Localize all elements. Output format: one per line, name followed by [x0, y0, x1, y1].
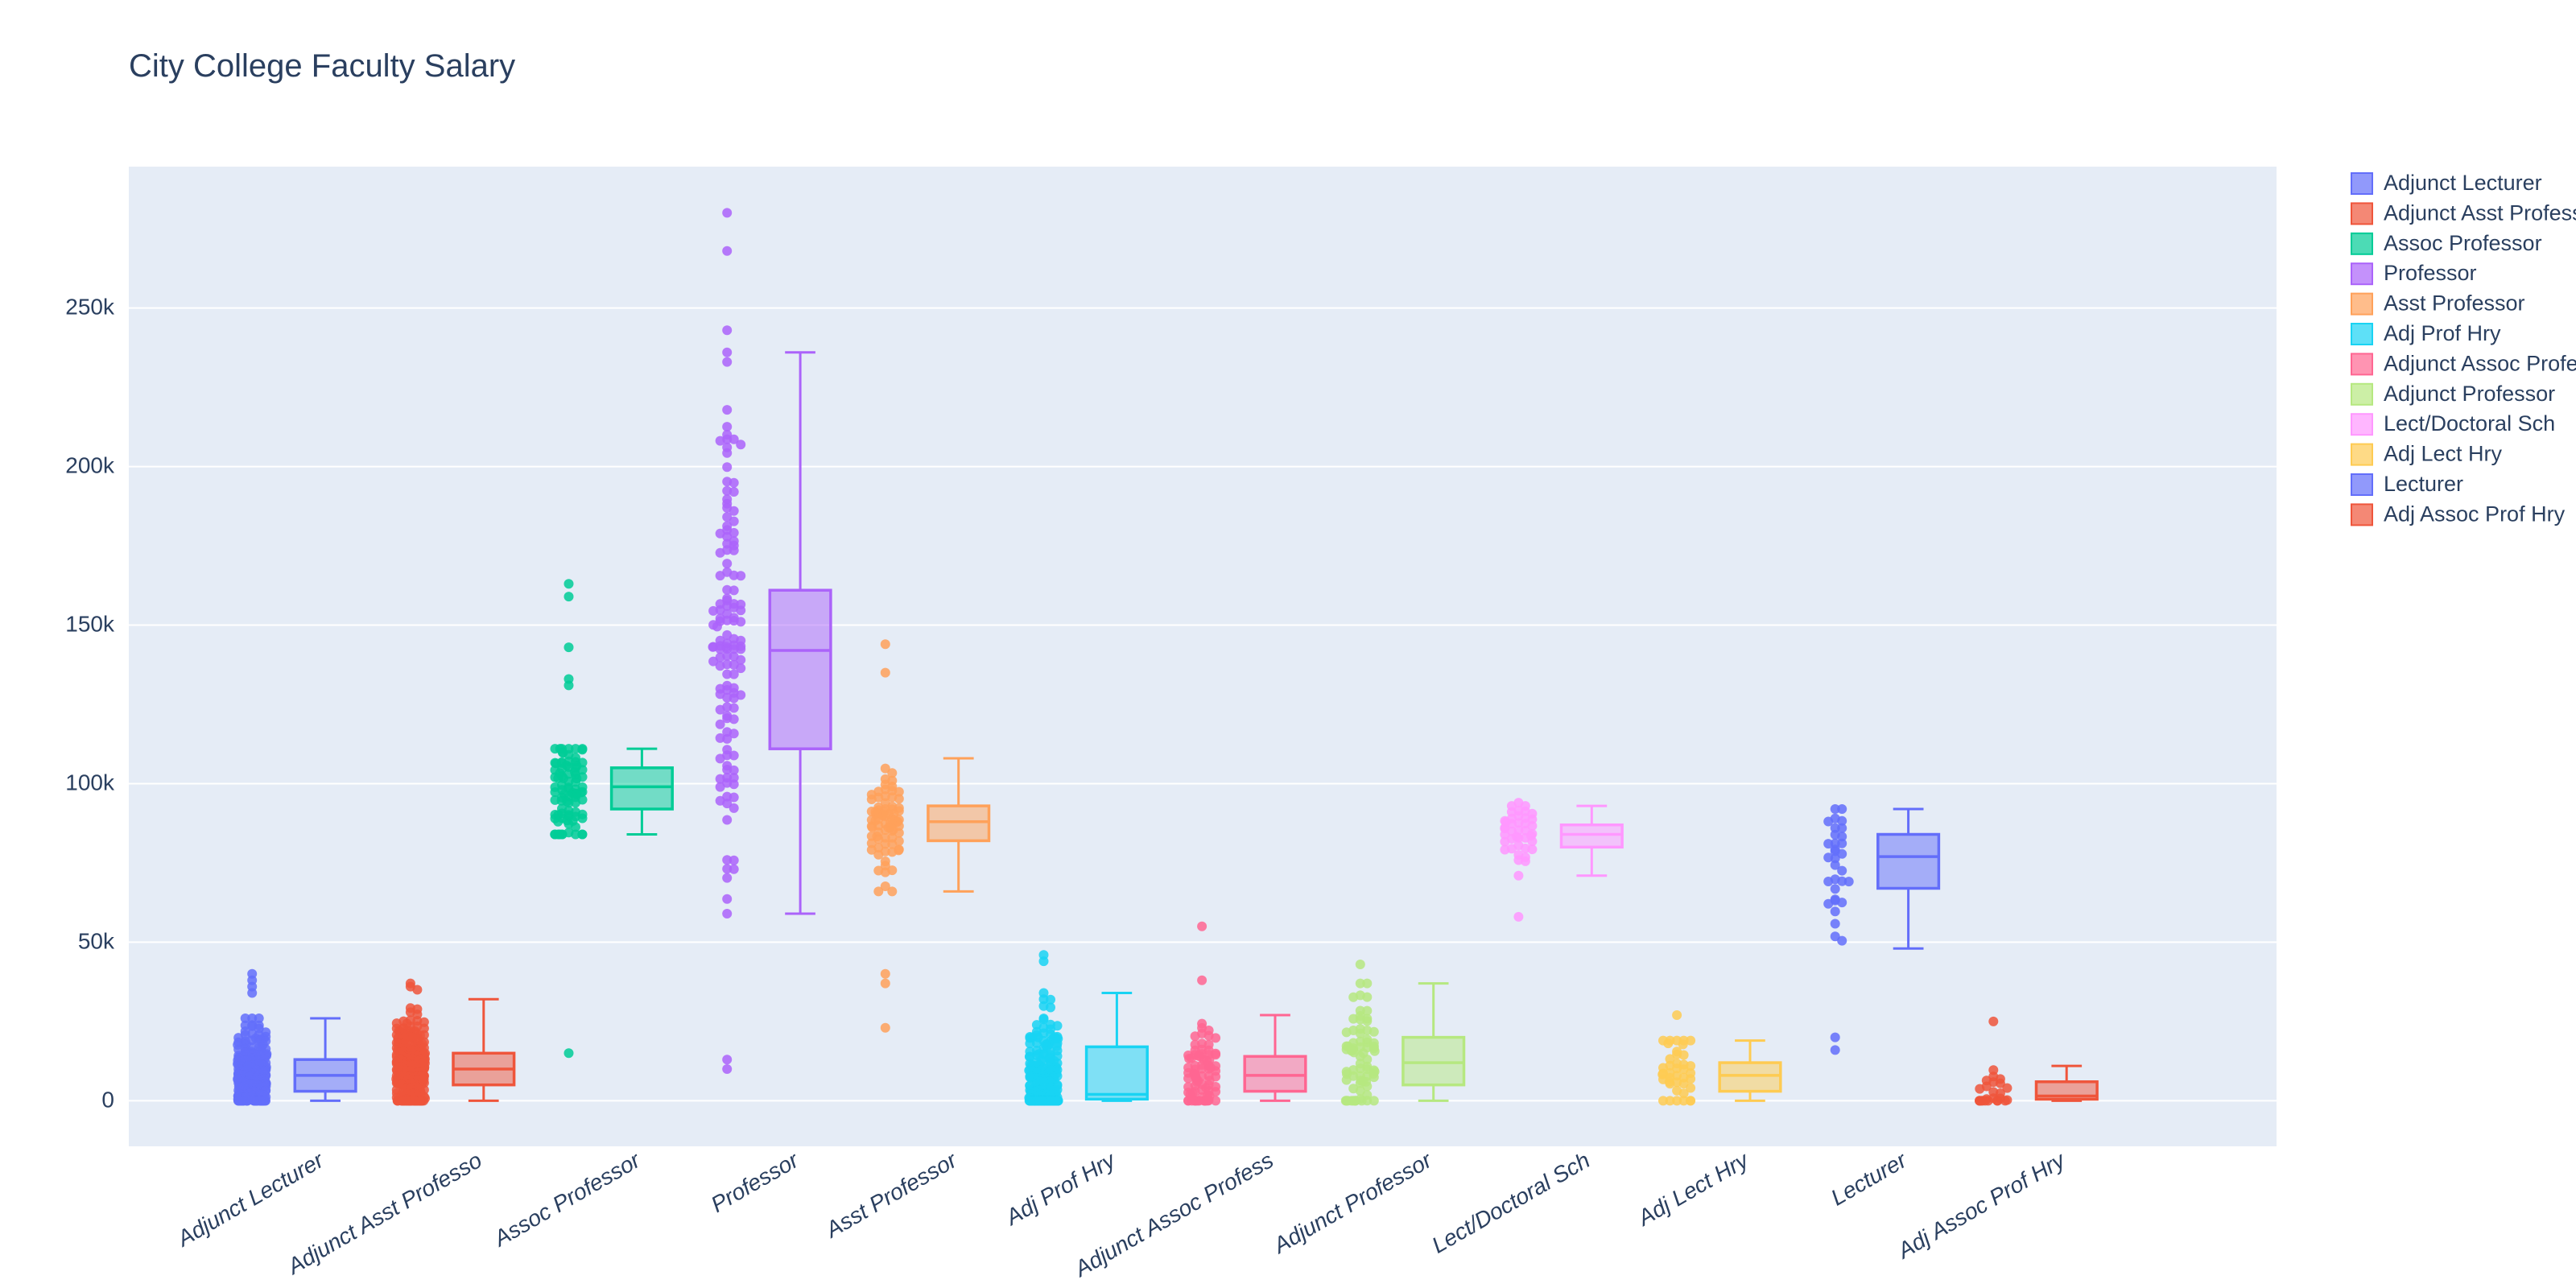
svg-text:Adjunct Professor: Adjunct Professor — [2384, 382, 2555, 406]
svg-text:150k: 150k — [65, 612, 115, 637]
svg-text:Asst Professor: Asst Professor — [2384, 291, 2525, 316]
svg-text:200k: 200k — [65, 453, 115, 478]
svg-text:Adj Prof Hry: Adj Prof Hry — [2384, 321, 2501, 345]
svg-text:Assoc Professor: Assoc Professor — [2384, 231, 2542, 255]
svg-text:0: 0 — [101, 1087, 114, 1112]
svg-text:Lecturer: Lecturer — [2384, 472, 2463, 496]
svg-text:Adjunct Asst Professo: Adjunct Asst Professo — [2384, 200, 2576, 225]
svg-text:Adj Assoc Prof Hry: Adj Assoc Prof Hry — [2384, 502, 2566, 526]
svg-text:250k: 250k — [65, 295, 115, 320]
svg-text:Lect/Doctoral Sch: Lect/Doctoral Sch — [2384, 411, 2555, 436]
svg-text:Professor: Professor — [2384, 261, 2477, 285]
svg-text:100k: 100k — [65, 770, 115, 795]
svg-text:Adjunct Lecturer: Adjunct Lecturer — [2384, 171, 2542, 195]
svg-text:Adjunct Assoc Profess: Adjunct Assoc Profess — [2384, 351, 2576, 375]
svg-text:City College Faculty Salary: City College Faculty Salary — [129, 48, 515, 84]
svg-text:50k: 50k — [78, 928, 115, 953]
svg-text:Adj Lect Hry: Adj Lect Hry — [2384, 442, 2503, 466]
